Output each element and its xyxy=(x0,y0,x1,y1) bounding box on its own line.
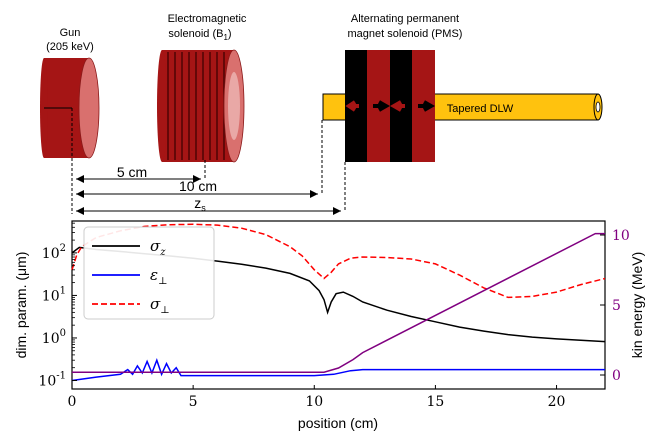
y-left-tick-label: 101 xyxy=(42,285,66,304)
pms-label: Alternating permanent xyxy=(351,13,459,25)
gun xyxy=(40,57,100,159)
legend-sigma-z: σz xyxy=(150,237,166,258)
ticks-layer: 0 5 10 15 20 10-1 100 101 102 0 5 10 xyxy=(38,222,630,410)
electromagnetic-solenoid xyxy=(157,49,245,163)
dim-zs: zs xyxy=(194,195,206,213)
gun-energy-label: (205 keV) xyxy=(46,41,94,53)
plot-area: 0 5 10 15 20 10-1 100 101 102 0 5 10 xyxy=(38,220,630,410)
dim-5cm: 5 cm xyxy=(117,164,147,180)
kin-energy-line xyxy=(72,232,605,373)
x-tick-label: 5 xyxy=(189,394,198,410)
y-axis-left-label: dim. param. (μm) xyxy=(13,252,29,359)
y-left-tick-label: 102 xyxy=(42,243,66,262)
epsilon-perp-line xyxy=(71,357,605,382)
x-axis-label: position (cm) xyxy=(298,415,378,431)
x-tick-label: 10 xyxy=(305,394,323,410)
x-tick-label: 15 xyxy=(426,394,444,410)
pms-label-2: magnet solenoid (PMS) xyxy=(348,28,463,40)
y-right-tick-label: 5 xyxy=(612,298,621,314)
dlw-label: Tapered DLW xyxy=(447,103,514,115)
y-right-tick-label: 10 xyxy=(612,228,630,244)
x-tick-label: 20 xyxy=(548,394,566,410)
solenoid-label: Electromagnetic xyxy=(168,13,247,25)
gun-label: Gun xyxy=(60,27,81,39)
y-right-tick-label: 0 xyxy=(612,368,621,384)
y-axis-right-label: kin energy (MeV) xyxy=(629,252,645,359)
legend: σz ε⊥ σ⊥ xyxy=(83,226,215,320)
pms xyxy=(345,50,436,162)
x-tick-label: 0 xyxy=(68,394,77,410)
legend-sigma-perp: σ⊥ xyxy=(150,295,170,316)
y-left-tick-label: 10-1 xyxy=(38,370,66,389)
y-left-tick-label: 100 xyxy=(42,328,66,347)
dimension-lines xyxy=(71,108,346,215)
legend-eps: ε⊥ xyxy=(150,266,167,287)
dim-10cm: 10 cm xyxy=(179,178,217,194)
solenoid-label-2: solenoid (B1) xyxy=(168,28,231,42)
